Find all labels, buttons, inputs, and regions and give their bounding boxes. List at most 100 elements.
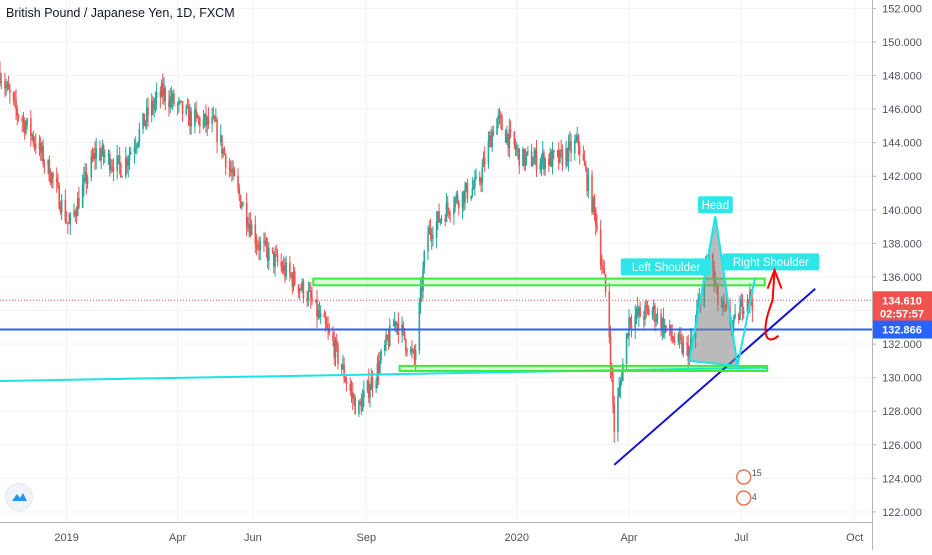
earnings-event-icon[interactable] xyxy=(735,490,752,506)
candle-body xyxy=(740,299,743,307)
candle-body xyxy=(137,141,139,146)
candle-body xyxy=(471,188,474,196)
drawings[interactable]: Left Shoulder Head Right Shoulder 15 4 xyxy=(0,196,872,506)
candle-body xyxy=(144,121,147,126)
candle-body xyxy=(326,324,328,328)
candle-body xyxy=(47,160,49,165)
candle-body xyxy=(630,324,633,328)
candle-body xyxy=(186,106,189,108)
candle-body xyxy=(363,391,365,399)
candle-body xyxy=(428,227,431,235)
candle-body xyxy=(369,389,371,398)
support-zone-1[interactable] xyxy=(312,277,766,287)
candle-body xyxy=(638,307,640,316)
candle-body xyxy=(617,396,619,432)
annotation-box-right_shoulder[interactable] xyxy=(722,253,820,271)
annotation-box-left_shoulder[interactable] xyxy=(620,258,712,276)
candle-body xyxy=(197,118,200,120)
candle-body xyxy=(448,209,450,215)
tradingview-logo-icon[interactable] xyxy=(6,484,32,510)
candle-body xyxy=(22,120,25,122)
candle-body xyxy=(247,225,249,229)
candle-body xyxy=(297,284,300,293)
last-price-tag-bg xyxy=(873,291,932,322)
candle-body xyxy=(506,133,508,143)
candle-body xyxy=(342,364,344,370)
trend-line-cyan[interactable] xyxy=(0,366,768,383)
candle-body xyxy=(169,96,172,107)
candle-body xyxy=(282,265,285,272)
candle-body xyxy=(576,135,579,141)
candle-body xyxy=(173,93,175,105)
candle-body xyxy=(300,288,302,290)
candle-body xyxy=(150,100,153,116)
candle-body xyxy=(289,262,291,274)
y-tick-label: 146.000 xyxy=(882,104,922,116)
candle-body xyxy=(687,344,690,362)
x-tick-label: Apr xyxy=(620,532,637,544)
candle-body xyxy=(472,187,475,189)
candle-body xyxy=(21,118,24,122)
candle-body xyxy=(328,329,331,333)
head-pattern-fill[interactable] xyxy=(688,216,739,368)
candle-body xyxy=(9,89,11,93)
candle-body xyxy=(559,149,561,163)
candle-body xyxy=(746,299,749,312)
candle-body xyxy=(490,135,492,148)
y-tick-label: 144.000 xyxy=(882,138,922,150)
candle-body xyxy=(603,269,606,275)
candle-body xyxy=(90,156,93,178)
candle-body xyxy=(593,197,596,210)
candle-body xyxy=(48,160,51,181)
candle-body xyxy=(104,156,106,158)
candle-body xyxy=(602,267,604,270)
candle-body xyxy=(662,318,665,334)
candle-body xyxy=(121,176,123,178)
countdown-tag: 02:57:57 xyxy=(880,308,924,320)
candle-body xyxy=(291,275,294,287)
annotation-box-head[interactable] xyxy=(697,196,733,214)
candle-body xyxy=(207,116,210,124)
support-zone-2[interactable] xyxy=(398,364,769,372)
candle-body xyxy=(15,99,17,110)
candle-body xyxy=(665,325,667,328)
y-tick-label: 124.000 xyxy=(882,473,922,485)
candle-body xyxy=(540,159,543,165)
candle-body xyxy=(203,113,206,120)
candle-body xyxy=(206,116,209,126)
x-tick-label: Jun xyxy=(244,532,262,544)
candle-body xyxy=(268,247,270,261)
trend-line-blue[interactable] xyxy=(613,287,816,466)
projection-arrow[interactable] xyxy=(764,270,780,341)
earnings-event-icon[interactable] xyxy=(735,469,752,485)
y-tick-label: 138.000 xyxy=(882,238,922,250)
candle-body xyxy=(51,173,53,183)
candle-body xyxy=(64,199,67,222)
candle-body xyxy=(324,317,327,325)
candle-body xyxy=(742,311,745,314)
candle-body xyxy=(33,142,36,144)
candle-body xyxy=(0,81,3,84)
candle-body xyxy=(421,287,423,292)
candle-body xyxy=(635,308,638,316)
candle-body xyxy=(319,313,322,317)
candle-body xyxy=(697,302,699,311)
annotation-head: Head xyxy=(702,200,730,212)
candle-body xyxy=(524,155,527,166)
candle-body xyxy=(84,172,86,178)
candle-body xyxy=(194,109,196,127)
candle-body xyxy=(384,344,386,351)
candle-body xyxy=(573,141,576,154)
candle-body xyxy=(483,157,486,165)
candle-body xyxy=(747,299,750,303)
candle-body xyxy=(387,338,390,346)
candle-body xyxy=(439,219,442,222)
candle-body xyxy=(429,227,432,235)
candle-body xyxy=(462,191,465,204)
candle-body xyxy=(116,155,118,172)
candle-body xyxy=(162,83,164,96)
candle-body xyxy=(143,113,146,126)
candle-body xyxy=(242,202,244,206)
